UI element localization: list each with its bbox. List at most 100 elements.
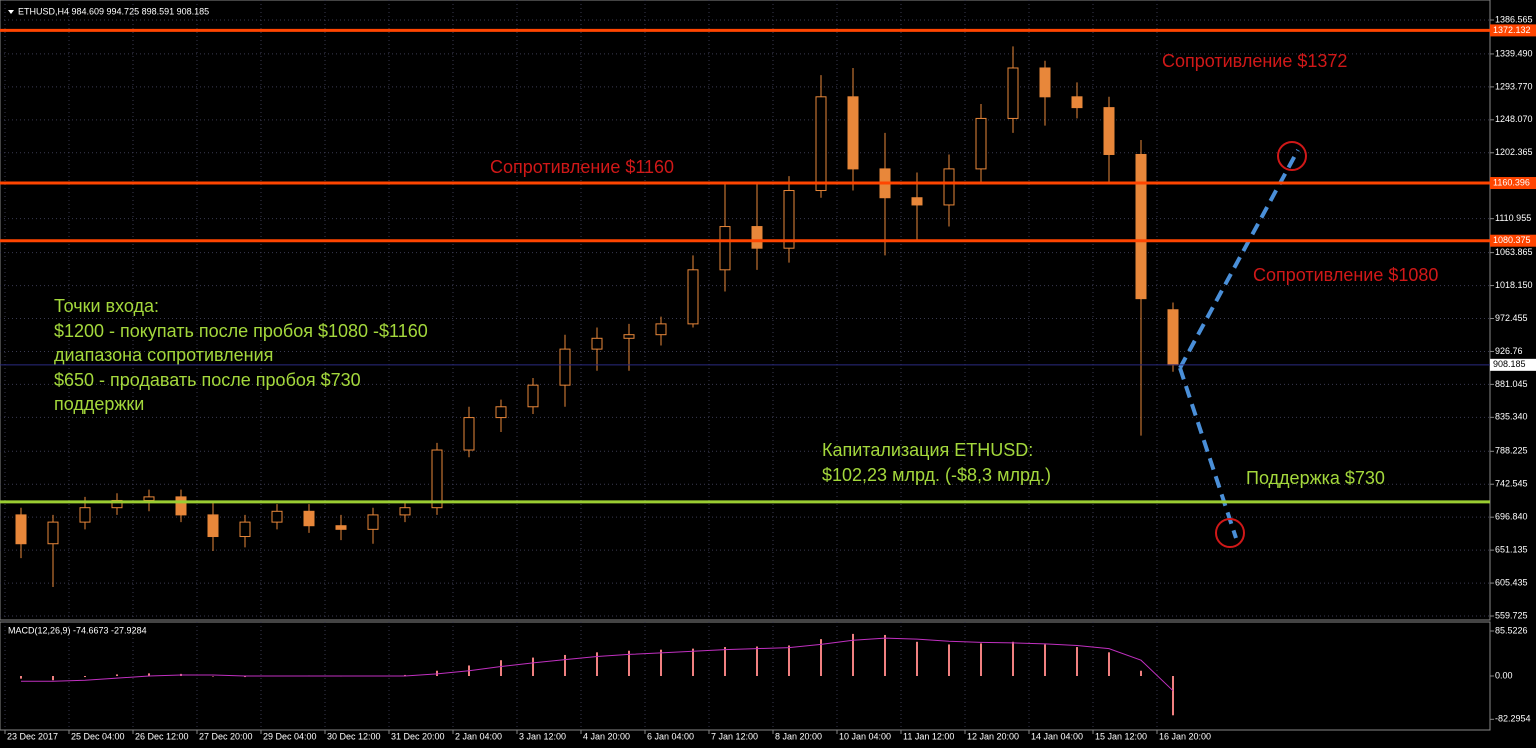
y-tick-label: 85.5226: [1495, 625, 1528, 635]
x-tick-label: 14 Jan 04:00: [1031, 731, 1083, 741]
candle-body: [1007, 67, 1019, 119]
y-tick-label: 1018.150: [1495, 280, 1533, 290]
y-tick-label: 696.840: [1495, 512, 1528, 522]
candle-body: [943, 168, 955, 206]
x-tick-label: 6 Jan 04:00: [647, 731, 694, 741]
y-tick-label: 881.045: [1495, 379, 1528, 389]
y-tick-label: 0.00: [1495, 670, 1513, 680]
y-tick-label: 1386.565: [1495, 14, 1533, 24]
annotation: диапазона сопротивления: [54, 345, 273, 365]
price-frame: [0, 0, 1491, 621]
candle-body: [559, 348, 571, 386]
menu-arrow: [8, 10, 14, 14]
macd-title: MACD(12,26,9) -74.6673 -27.9284: [8, 625, 147, 635]
macd-bar: [628, 650, 630, 676]
candle-body: [911, 197, 923, 206]
x-tick-label: 29 Dec 04:00: [263, 731, 317, 741]
candle-body: [207, 514, 219, 538]
candle-body: [15, 514, 27, 545]
y-tick-label: 742.545: [1495, 479, 1528, 489]
price-label: 1372.132: [1493, 25, 1531, 35]
candle-body: [1135, 153, 1147, 300]
macd-bar: [148, 673, 150, 676]
y-tick-label: 1202.365: [1495, 147, 1533, 157]
macd-bar: [756, 646, 758, 676]
y-tick-label: 926.76: [1495, 346, 1523, 356]
forecast-line: [1178, 367, 1238, 539]
y-tick-label: 605.435: [1495, 577, 1528, 587]
annotation: Сопротивление $1080: [1253, 265, 1438, 285]
annotation: Сопротивление $1372: [1162, 51, 1347, 71]
candle-body: [47, 521, 59, 545]
x-tick-label: 30 Dec 12:00: [327, 731, 381, 741]
y-tick-label: 1293.770: [1495, 81, 1533, 91]
macd-bar: [820, 639, 822, 676]
x-tick-label: 7 Jan 12:00: [711, 731, 758, 741]
macd-bar: [1172, 676, 1174, 716]
macd-bar: [724, 647, 726, 676]
x-tick-label: 10 Jan 04:00: [839, 731, 891, 741]
candle-body: [623, 334, 635, 339]
price-label: 1080.375: [1493, 235, 1531, 245]
x-tick-label: 26 Dec 12:00: [135, 731, 189, 741]
macd-bar: [404, 674, 406, 676]
macd-bar: [916, 641, 918, 676]
candle-body: [367, 514, 379, 530]
candle-body: [431, 449, 443, 509]
x-tick-label: 15 Jan 12:00: [1095, 731, 1147, 741]
price-label: 1160.396: [1493, 177, 1530, 187]
annotation: $102,23 млрд. (-$8,3 млрд.): [822, 465, 1051, 485]
x-tick-label: 2 Jan 04:00: [455, 731, 502, 741]
annotation: $650 - продавать после пробоя $730: [54, 370, 361, 390]
candle-body: [463, 417, 475, 451]
macd-bar: [1108, 652, 1110, 676]
candle-body: [143, 496, 155, 501]
macd-frame: [0, 621, 1491, 731]
x-tick-label: 25 Dec 04:00: [71, 731, 125, 741]
annotation: Точки входа:: [54, 296, 159, 316]
marks: [15, 46, 1179, 716]
x-tick-label: 31 Dec 20:00: [391, 731, 445, 741]
macd-bar: [436, 670, 438, 676]
candle-body: [239, 521, 251, 538]
macd-bar: [884, 634, 886, 676]
grid: [0, 0, 1490, 730]
price-label-box: [1490, 24, 1536, 37]
macd-bar: [692, 648, 694, 676]
annotation: Поддержка $730: [1246, 468, 1385, 488]
candle-body: [1103, 107, 1115, 155]
x-tick-label: 16 Jan 20:00: [1159, 731, 1211, 741]
target-circle: [1215, 518, 1245, 548]
macd-bar: [244, 676, 246, 678]
macd-bar: [1012, 641, 1014, 676]
macd-bar: [20, 676, 22, 679]
candle-body: [847, 96, 859, 170]
candle-body: [655, 323, 667, 336]
macd-bar: [1140, 670, 1142, 676]
candle-body: [303, 510, 315, 527]
y-tick-label: 788.225: [1495, 446, 1528, 456]
price-label-box: [1490, 177, 1536, 190]
macd-bar: [948, 644, 950, 676]
y-tick-label: -82.2954: [1495, 714, 1531, 724]
candle-body: [1071, 96, 1083, 109]
y-tick-label: 1063.865: [1495, 247, 1533, 257]
candle-body: [591, 337, 603, 350]
y-tick-label: 1248.070: [1495, 114, 1533, 124]
macd-bar: [596, 652, 598, 676]
x-tick-label: 12 Jan 20:00: [967, 731, 1019, 741]
x-tick-label: 4 Jan 20:00: [583, 731, 630, 741]
annotation: $1200 - покупать после пробоя $1080 -$11…: [54, 321, 428, 341]
candle-body: [1039, 67, 1051, 98]
target-circle: [1277, 141, 1307, 171]
macd-bar: [1044, 644, 1046, 676]
candle-body: [399, 507, 411, 516]
annotation: поддержки: [54, 394, 144, 414]
candle-body: [175, 496, 187, 516]
x-tick-label: 27 Dec 20:00: [199, 731, 253, 741]
y-tick-label: 1339.490: [1495, 48, 1533, 58]
candle-body: [495, 406, 507, 419]
annotation: Капитализация ETHUSD:: [822, 440, 1033, 460]
price-label-box: [1490, 358, 1536, 371]
